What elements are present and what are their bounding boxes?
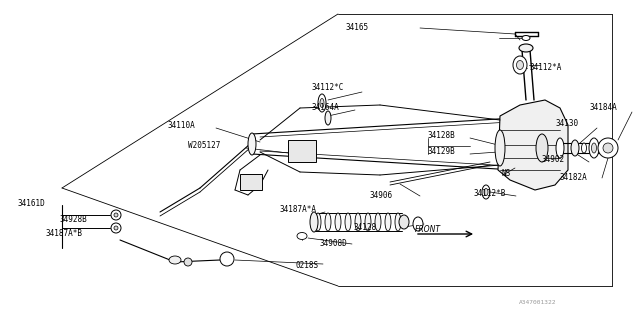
Text: 34112*C: 34112*C [312, 84, 344, 92]
Text: 34129B: 34129B [428, 148, 456, 156]
Ellipse shape [413, 217, 423, 231]
Text: 34128: 34128 [354, 223, 377, 233]
Text: 34128B: 34128B [428, 132, 456, 140]
Ellipse shape [320, 99, 324, 108]
Ellipse shape [385, 213, 391, 231]
Text: 34164A: 34164A [312, 103, 340, 113]
Bar [288, 140, 316, 162]
Ellipse shape [335, 213, 341, 231]
Circle shape [184, 258, 192, 266]
Ellipse shape [591, 143, 596, 153]
Ellipse shape [318, 94, 326, 112]
Ellipse shape [355, 213, 361, 231]
Ellipse shape [571, 140, 579, 156]
Ellipse shape [516, 60, 524, 69]
Circle shape [220, 252, 234, 266]
Text: 34906: 34906 [370, 191, 393, 201]
Text: FRONT: FRONT [415, 226, 441, 235]
Circle shape [111, 210, 121, 220]
Text: 34112*B: 34112*B [474, 189, 506, 198]
Ellipse shape [325, 111, 331, 125]
Ellipse shape [482, 185, 490, 199]
Ellipse shape [589, 138, 599, 158]
Ellipse shape [519, 44, 533, 52]
Ellipse shape [375, 213, 381, 231]
Ellipse shape [495, 130, 505, 166]
Text: 34165: 34165 [345, 23, 368, 33]
Text: 34130: 34130 [555, 119, 578, 129]
Circle shape [603, 143, 613, 153]
Polygon shape [498, 100, 568, 190]
Ellipse shape [315, 213, 321, 231]
Text: 34161D: 34161D [18, 199, 45, 209]
Ellipse shape [582, 143, 586, 153]
Text: 34110A: 34110A [168, 122, 196, 131]
Ellipse shape [169, 256, 181, 264]
Text: A347001322: A347001322 [519, 300, 557, 305]
Ellipse shape [536, 134, 548, 162]
Circle shape [114, 226, 118, 230]
Ellipse shape [513, 56, 527, 74]
Text: 34184A: 34184A [590, 103, 618, 113]
Text: 34112*A: 34112*A [530, 63, 563, 73]
Text: NS: NS [502, 170, 511, 179]
Text: 34187A*B: 34187A*B [46, 229, 83, 238]
Ellipse shape [325, 213, 331, 231]
Text: 0218S: 0218S [296, 261, 319, 270]
Ellipse shape [365, 213, 371, 231]
Text: W205127: W205127 [188, 141, 220, 150]
Text: 34187A*A: 34187A*A [280, 205, 317, 214]
Text: 34908D: 34908D [320, 239, 348, 249]
Ellipse shape [248, 133, 256, 155]
Ellipse shape [522, 36, 530, 41]
Ellipse shape [399, 215, 409, 229]
Ellipse shape [345, 213, 351, 231]
Circle shape [598, 138, 618, 158]
Ellipse shape [310, 212, 318, 232]
Text: 34928B: 34928B [60, 215, 88, 225]
Circle shape [114, 213, 118, 217]
Ellipse shape [297, 233, 307, 239]
Text: 34182A: 34182A [560, 173, 588, 182]
Bar [240, 174, 262, 190]
Text: 34902: 34902 [542, 156, 565, 164]
Circle shape [111, 223, 121, 233]
Ellipse shape [556, 138, 564, 158]
Ellipse shape [484, 188, 488, 196]
Ellipse shape [395, 213, 401, 231]
